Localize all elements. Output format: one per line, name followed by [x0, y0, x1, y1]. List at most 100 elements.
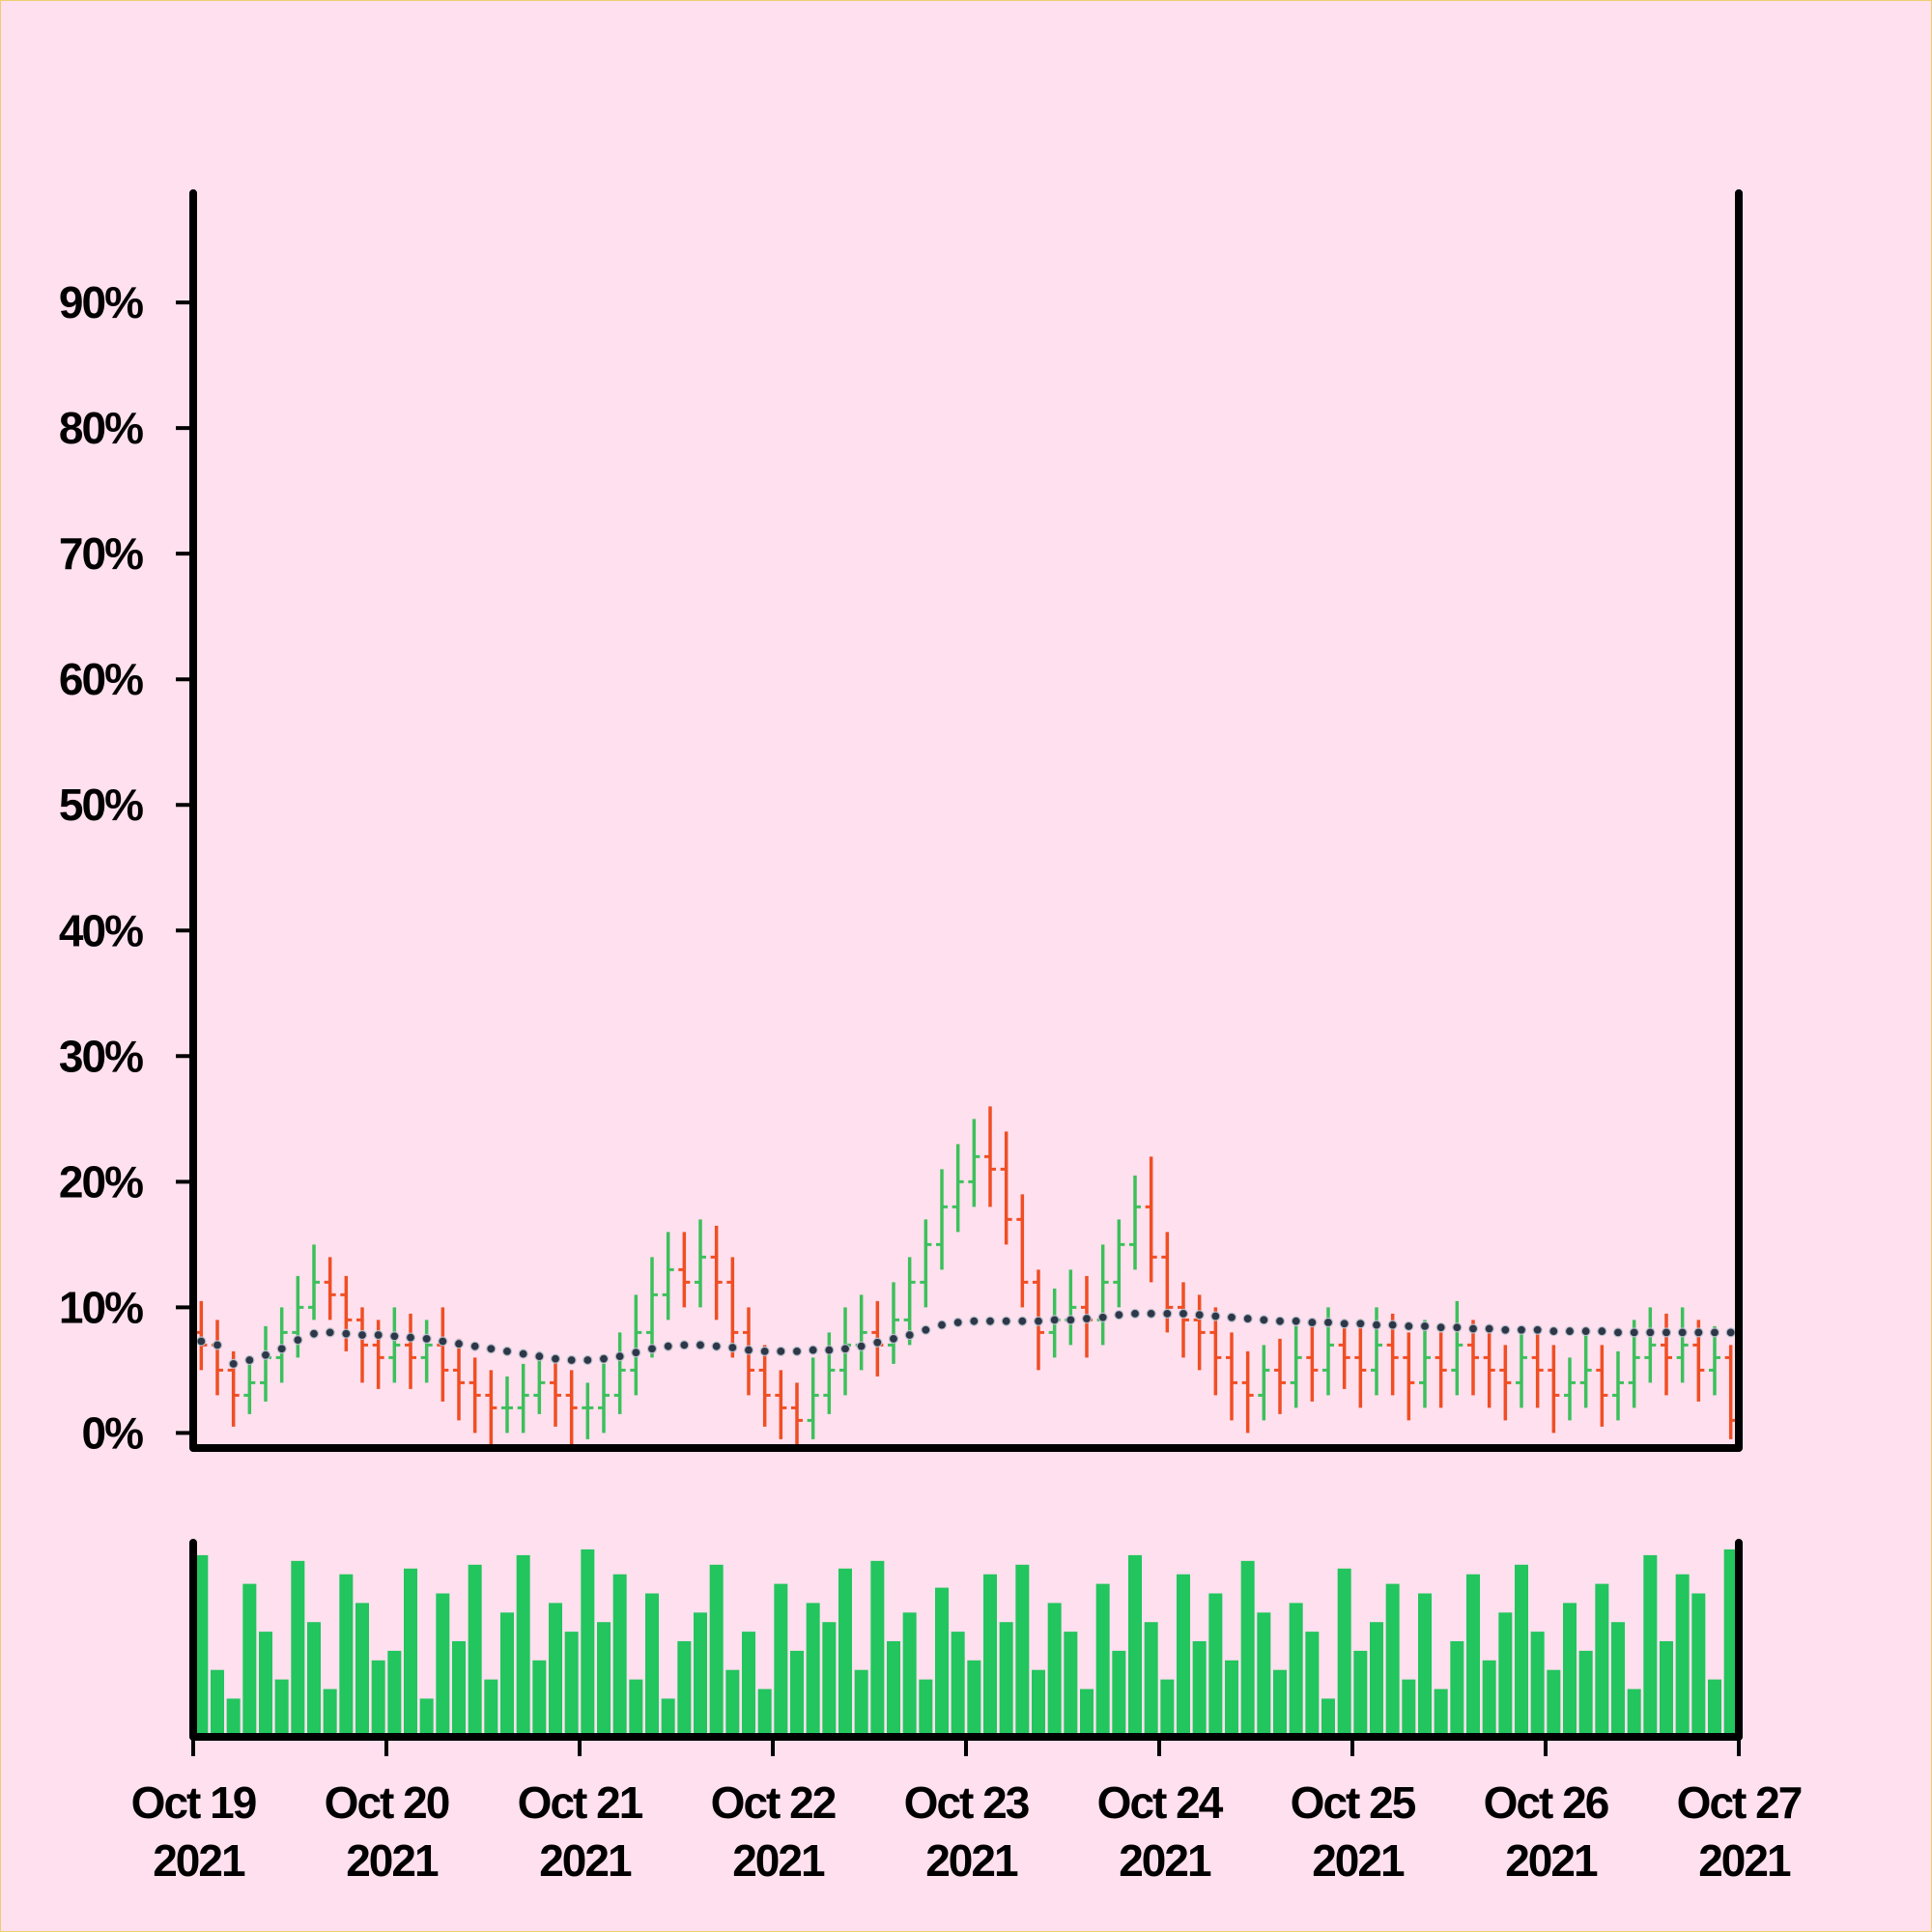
y-tick-label: 50% [59, 780, 143, 830]
moving-average-point [921, 1324, 931, 1335]
moving-average-point [888, 1333, 899, 1344]
volume-bar [355, 1603, 369, 1737]
moving-average-point [743, 1345, 754, 1355]
moving-average-point [631, 1348, 641, 1358]
moving-average-point [872, 1337, 883, 1348]
y-tick-label: 60% [59, 654, 143, 704]
price-frame [189, 189, 1743, 1452]
volume-bar [1047, 1603, 1062, 1737]
moving-average-point [1146, 1308, 1156, 1319]
volume-bar [242, 1583, 257, 1737]
moving-average-point [614, 1350, 625, 1362]
moving-average-point [1677, 1327, 1688, 1338]
x-tick-label: Oct 24 2021 [1097, 1777, 1224, 1886]
volume-bar [484, 1679, 498, 1737]
volume-bar [725, 1669, 740, 1737]
volume-bar [274, 1679, 289, 1737]
volume-bar [1708, 1679, 1721, 1737]
moving-average-point [1129, 1308, 1141, 1319]
volume-bar [919, 1679, 933, 1737]
moving-average-point [1467, 1323, 1479, 1334]
moving-average-point [1097, 1312, 1108, 1322]
x-tick-label: Oct 20 2021 [325, 1777, 449, 1886]
volume-bar [1675, 1574, 1690, 1737]
moving-average-point [308, 1328, 320, 1339]
moving-average-point [1291, 1316, 1301, 1326]
volume-bar [612, 1574, 627, 1737]
moving-average-point [1194, 1310, 1205, 1321]
volume-bar [307, 1622, 321, 1737]
volume-bar [1627, 1689, 1641, 1737]
volume-bar [581, 1548, 595, 1737]
moving-average-point [1435, 1322, 1446, 1333]
moving-average-point [1484, 1323, 1494, 1334]
moving-average-point [341, 1328, 352, 1339]
moving-average-point [196, 1336, 207, 1347]
moving-average-point [1081, 1313, 1093, 1324]
volume-bar [452, 1641, 466, 1737]
axes: 0% 10% 20% 30% 40% 50% 60% 70% 80% 90% Oct 19 2021… [59, 189, 1804, 1886]
moving-average-point [936, 1320, 948, 1330]
volume-bar [1064, 1632, 1078, 1737]
moving-average-point [679, 1340, 690, 1350]
moving-average-point [839, 1344, 851, 1354]
y-tick-label: 30% [59, 1031, 143, 1081]
volume-bar [371, 1660, 385, 1737]
y-tick-label: 90% [59, 277, 143, 327]
moving-average-point [1452, 1322, 1463, 1333]
volume-bar [1578, 1650, 1593, 1737]
x-tick-label: Oct 22 2021 [711, 1777, 836, 1886]
volume-bar [709, 1564, 724, 1737]
volume-bar [1515, 1564, 1528, 1737]
moving-average-point [325, 1327, 335, 1338]
volume-bar [419, 1698, 434, 1737]
volume-bar [1128, 1554, 1142, 1737]
moving-average-point [663, 1341, 673, 1351]
volume-bar [1225, 1660, 1238, 1737]
volume-bar [1192, 1641, 1207, 1737]
moving-average-point [598, 1353, 610, 1364]
volume-bar [597, 1622, 611, 1737]
moving-average-point [228, 1358, 239, 1369]
y-tick-label: 20% [59, 1156, 143, 1207]
volume-panel [194, 1548, 1738, 1737]
volume-bar [774, 1583, 788, 1737]
moving-average-point [1049, 1315, 1060, 1325]
volume-bar [532, 1660, 547, 1737]
moving-average-point [293, 1335, 303, 1346]
moving-average-point [759, 1346, 770, 1356]
volume-bar [838, 1568, 852, 1737]
moving-average-point [1419, 1321, 1431, 1331]
moving-average-point [1580, 1325, 1591, 1337]
volume-bar [999, 1622, 1013, 1737]
volume-bar [1208, 1593, 1223, 1737]
moving-average-point [1693, 1327, 1704, 1338]
volume-bar [1691, 1593, 1706, 1737]
moving-average-point [421, 1333, 432, 1344]
volume-bar [854, 1669, 868, 1737]
volume-bar [742, 1632, 755, 1737]
volume-bar [564, 1632, 579, 1737]
moving-average-point [1274, 1316, 1286, 1326]
volume-bar [1434, 1689, 1448, 1737]
moving-average-point [550, 1353, 561, 1364]
volume-bar [1450, 1641, 1464, 1737]
moving-average-point [1114, 1310, 1124, 1321]
volume-bar [1032, 1669, 1045, 1737]
volume-bar [549, 1603, 562, 1737]
volume-bar [1482, 1660, 1496, 1737]
moving-average-point [373, 1329, 384, 1341]
volume-bar [935, 1587, 949, 1737]
volume-bar [1337, 1568, 1351, 1737]
moving-average-point [1612, 1327, 1624, 1338]
moving-average-point [791, 1346, 803, 1356]
moving-average-point [1516, 1324, 1527, 1335]
y-tick-label: 80% [59, 403, 143, 453]
volume-bar [983, 1574, 997, 1737]
moving-average-point [438, 1336, 448, 1347]
volume-bar [1466, 1574, 1480, 1737]
price-panel [195, 1106, 1737, 1446]
moving-average-point [824, 1345, 835, 1355]
